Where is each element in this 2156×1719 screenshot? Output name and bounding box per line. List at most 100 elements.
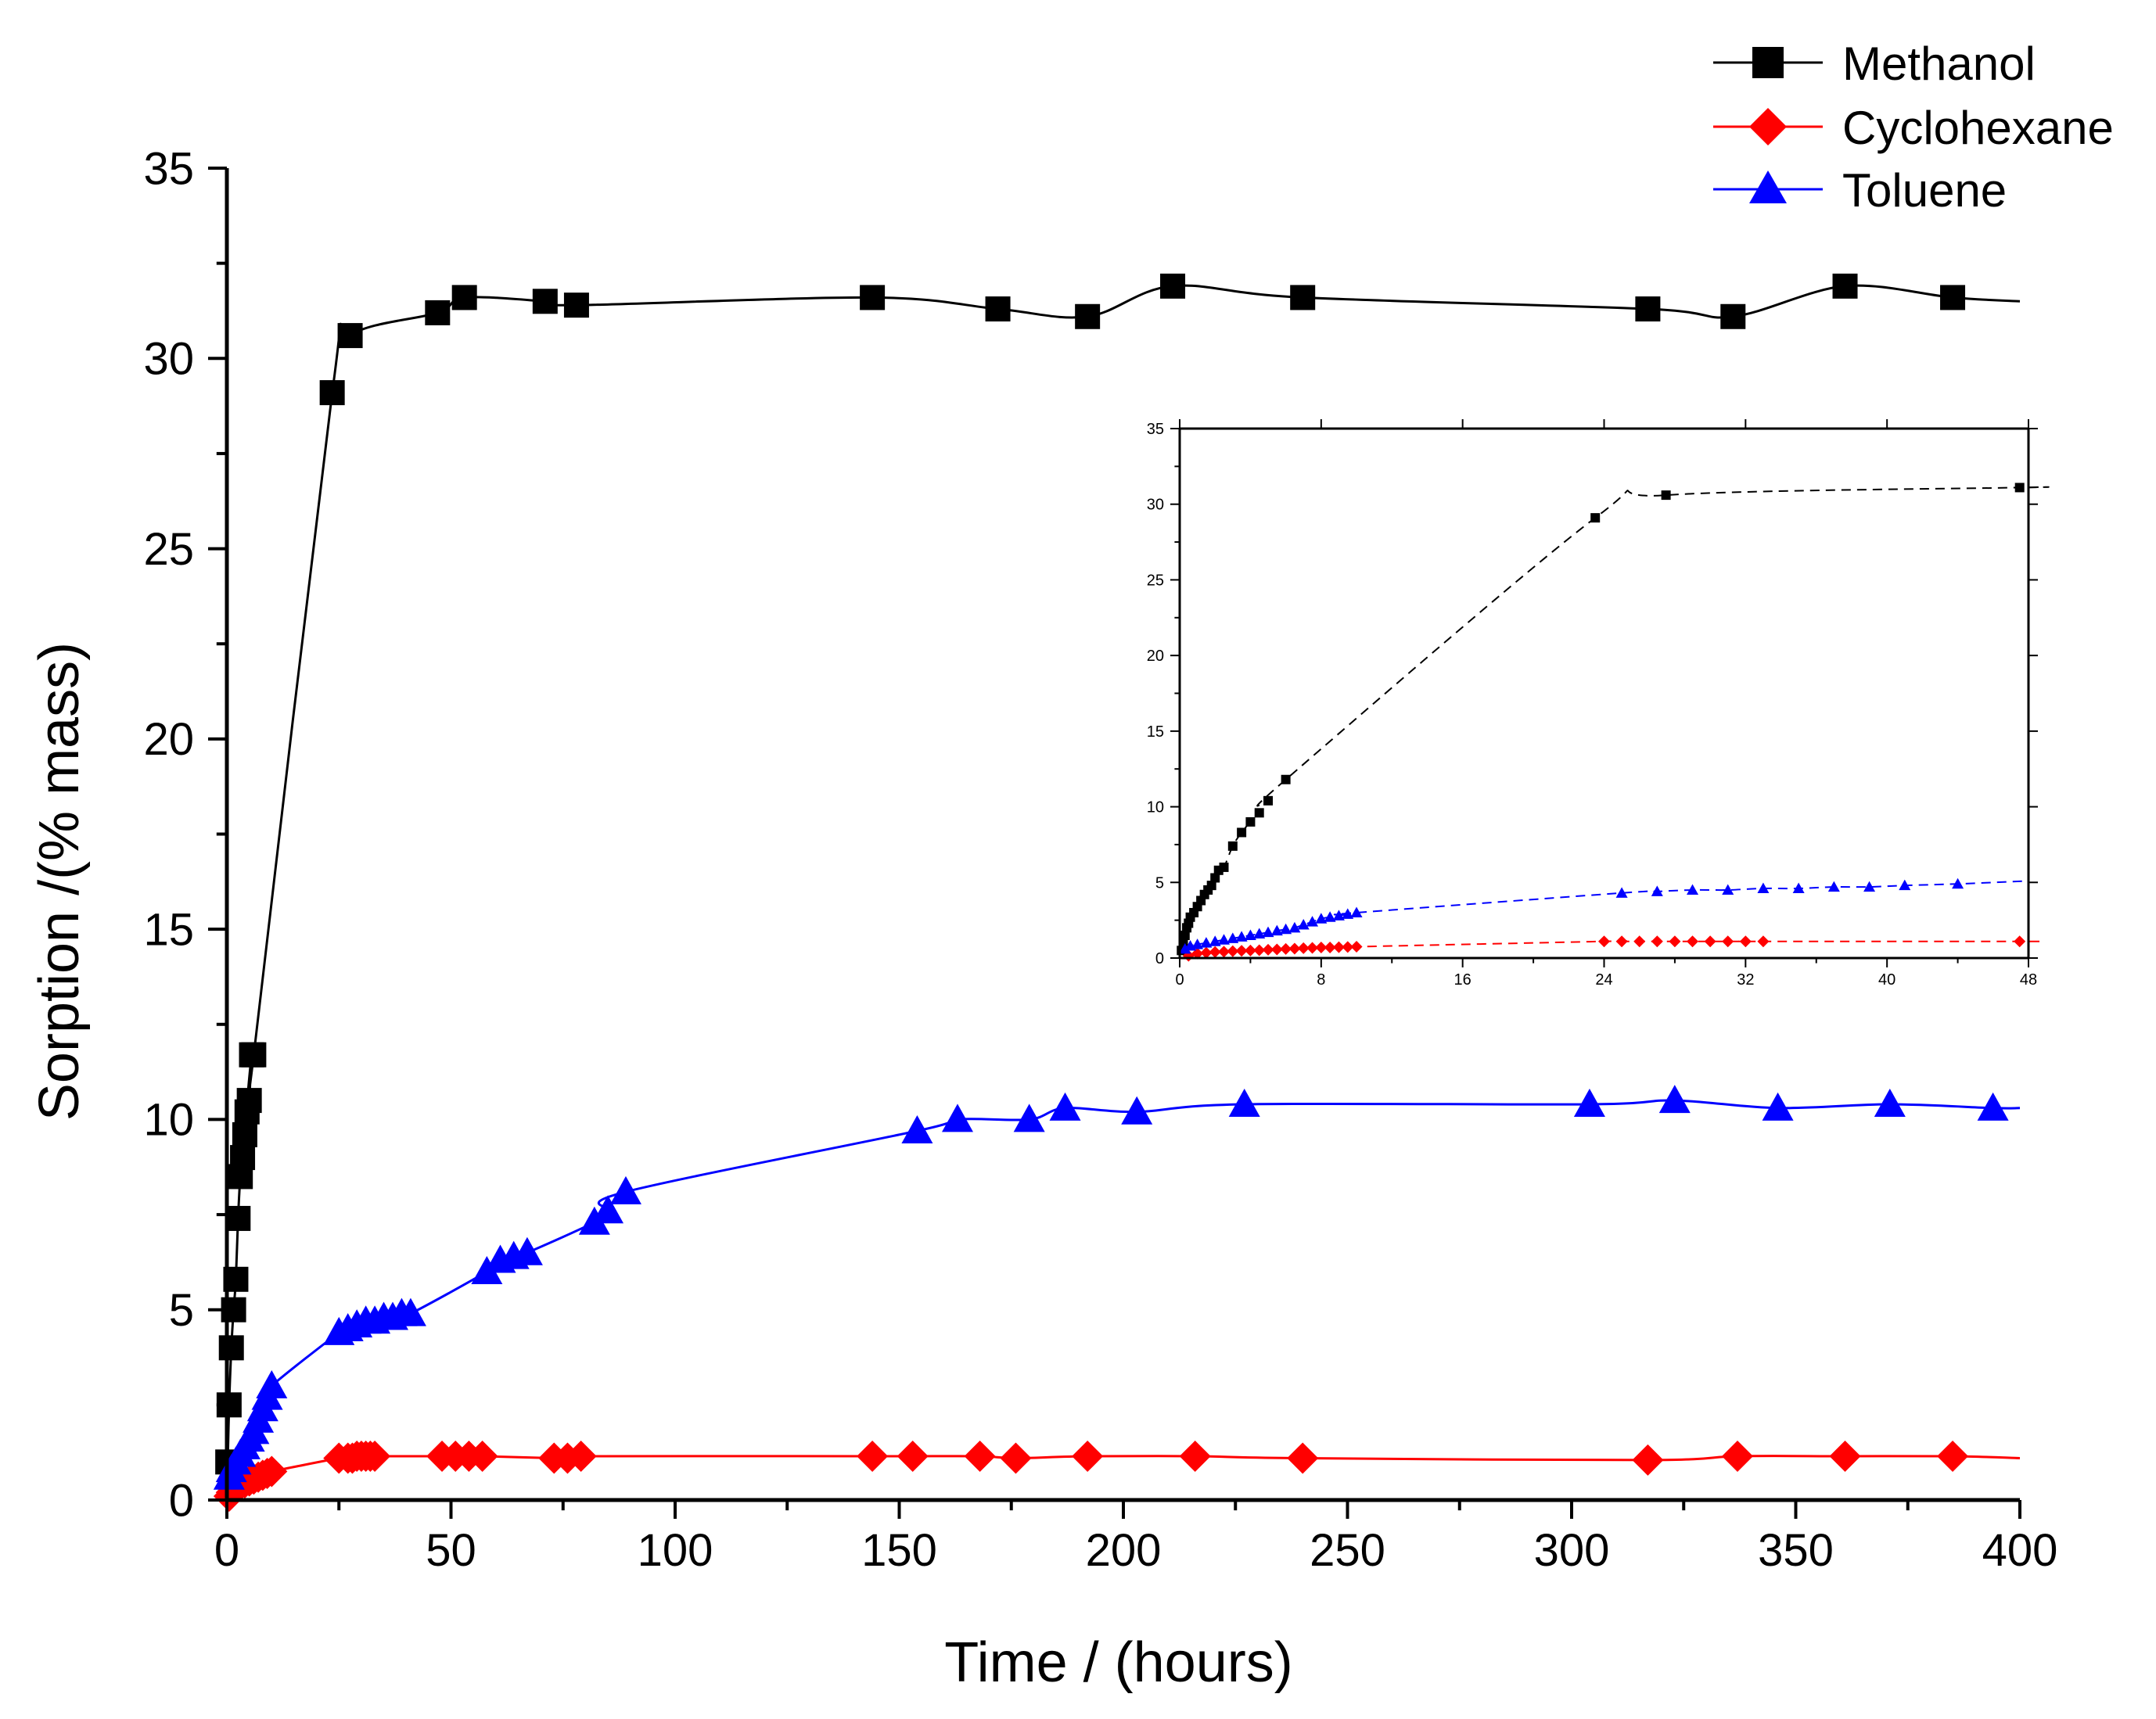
inset-marker-toluene-12 xyxy=(1280,923,1292,935)
main-x-tick-label-8: 400 xyxy=(1982,1525,2058,1576)
main-marker-methanol-25 xyxy=(1720,303,1746,329)
legend-item-cyclohexane: Cyclohexane xyxy=(1713,102,2114,154)
inset-marker-methanol-20 xyxy=(1281,774,1291,784)
main-marker-toluene-30 xyxy=(1049,1092,1081,1121)
inset-marker-toluene-3 xyxy=(1200,937,1213,948)
inset-marker-cyclohexane-24 xyxy=(1669,935,1681,948)
main-marker-toluene-32 xyxy=(1228,1088,1260,1117)
main-x-tick-label-0: 0 xyxy=(214,1525,239,1576)
inset-y-tick-label-7: 35 xyxy=(1147,421,1164,438)
main-marker-toluene-27 xyxy=(901,1115,933,1144)
main-x-tick-label-5: 250 xyxy=(1310,1525,1385,1576)
inset-marker-cyclohexane-5 xyxy=(1227,945,1239,957)
inset-x-tick-label-2: 16 xyxy=(1454,971,1471,989)
main-marker-methanol-15 xyxy=(425,300,451,325)
main-marker-methanol-14 xyxy=(337,323,363,349)
inset-marker-methanol-15 xyxy=(1227,841,1238,851)
inset-marker-cyclohexane-7 xyxy=(1244,944,1256,956)
main-marker-cyclohexane-27 xyxy=(897,1441,929,1473)
inset-x-tick-label-0: 0 xyxy=(1175,971,1184,989)
inset-marker-cyclohexane-4 xyxy=(1218,946,1231,958)
main-marker-methanol-23 xyxy=(1290,285,1316,310)
inset-marker-methanol-14 xyxy=(1219,862,1229,872)
main-marker-methanol-24 xyxy=(1635,296,1661,322)
legend: Methanol Cyclohexane Toluene xyxy=(1713,38,2114,217)
inset-marker-toluene-28 xyxy=(1863,881,1876,892)
inset-marker-toluene-0 xyxy=(1179,942,1191,954)
main-marker-cyclohexane-18 xyxy=(359,1441,391,1473)
main-marker-cyclohexane-32 xyxy=(1287,1442,1319,1474)
inset-marker-methanol-11 xyxy=(1206,881,1216,891)
main-x-tick-label-4: 200 xyxy=(1086,1525,1162,1576)
main-y-tick-label-0: 0 xyxy=(169,1475,194,1526)
main-marker-cyclohexane-10 xyxy=(256,1455,288,1488)
y-axis-title: Sorption /(% mass) xyxy=(28,642,91,1121)
main-marker-methanol-22 xyxy=(1160,273,1186,299)
main-marker-methanol-19 xyxy=(860,285,886,310)
inset-marker-toluene-20 xyxy=(1350,906,1363,917)
main-marker-toluene-25 xyxy=(592,1195,624,1224)
main-marker-toluene-37 xyxy=(1977,1092,2009,1121)
main-y-tick-label-4: 20 xyxy=(143,714,194,765)
main-marker-toluene-34 xyxy=(1658,1085,1691,1114)
inset-marker-toluene-10 xyxy=(1262,926,1274,938)
inset-marker-cyclohexane-6 xyxy=(1235,945,1248,957)
inset-marker-methanol-21 xyxy=(1590,513,1601,523)
inset-marker-toluene-7 xyxy=(1235,931,1248,942)
main-marker-cyclohexane-25 xyxy=(565,1441,597,1473)
main-y-tick-label-6: 30 xyxy=(143,334,194,385)
inset-x-tick-label-6: 48 xyxy=(2020,971,2037,989)
inset-background xyxy=(1180,429,2028,958)
main-marker-toluene-29 xyxy=(1013,1104,1045,1132)
inset-marker-cyclohexane-18 xyxy=(1342,941,1354,953)
main-marker-methanol-26 xyxy=(1832,273,1858,299)
inset-marker-toluene-24 xyxy=(1722,884,1734,895)
inset-y-tick-label-6: 30 xyxy=(1147,497,1164,514)
main-marker-methanol-2 xyxy=(218,1335,244,1361)
inset-x-tick-label-5: 40 xyxy=(1878,971,1895,989)
legend-label-methanol: Methanol xyxy=(1842,38,2036,90)
inset-marker-cyclohexane-17 xyxy=(1332,941,1345,953)
main-y-tick-label-1: 5 xyxy=(169,1285,194,1336)
inset-marker-toluene-22 xyxy=(1651,885,1663,896)
inset-marker-methanol-19 xyxy=(1263,795,1274,806)
legend-marker-methanol xyxy=(1752,47,1784,78)
main-y-tick-label-3: 15 xyxy=(143,904,194,955)
inset-marker-toluene-6 xyxy=(1227,932,1239,943)
inset-marker-cyclohexane-2 xyxy=(1200,946,1213,959)
inset-y-ticks: 0 5 10 15 20 25 30 35 xyxy=(1147,421,2038,967)
inset-marker-cyclohexane-29 xyxy=(1757,935,1770,948)
inset-marker-toluene-27 xyxy=(1827,881,1840,892)
main-y-tick-label-2: 10 xyxy=(143,1095,194,1146)
main-marker-methanol-17 xyxy=(532,289,558,314)
inset-marker-toluene-23 xyxy=(1687,884,1699,895)
inset-marker-cyclohexane-8 xyxy=(1253,944,1266,956)
main-marker-cyclohexane-29 xyxy=(1000,1442,1032,1474)
main-marker-cyclohexane-31 xyxy=(1179,1441,1211,1473)
inset-plot: 0 8 16 24 32 40 48 0 5 10 15 20 25 30 35 xyxy=(1147,419,2050,989)
legend-marker-cyclohexane xyxy=(1749,108,1787,145)
inset-marker-toluene-13 xyxy=(1288,921,1301,933)
main-marker-methanol-16 xyxy=(451,285,477,310)
main-marker-methanol-10 xyxy=(236,1088,262,1114)
main-marker-cyclohexane-33 xyxy=(1632,1444,1664,1476)
inset-marker-toluene-8 xyxy=(1244,929,1256,940)
inset-marker-cyclohexane-12 xyxy=(1288,942,1301,955)
inset-marker-cyclohexane-13 xyxy=(1297,942,1310,954)
main-marker-methanol-12 xyxy=(241,1042,267,1068)
inset-marker-methanol-18 xyxy=(1254,808,1264,818)
main-marker-cyclohexane-26 xyxy=(857,1441,889,1473)
main-x-tick-label-7: 350 xyxy=(1758,1525,1834,1576)
inset-marker-toluene-29 xyxy=(1899,879,1911,891)
main-marker-cyclohexane-35 xyxy=(1829,1441,1861,1473)
inset-marker-toluene-4 xyxy=(1209,935,1221,946)
inset-marker-toluene-15 xyxy=(1306,916,1319,927)
main-y-tick-label-7: 35 xyxy=(143,143,194,194)
inset-x-ticks: 0 8 16 24 32 40 48 xyxy=(1175,419,2037,989)
main-marker-methanol-27 xyxy=(1940,285,1966,310)
inset-marker-toluene-14 xyxy=(1297,918,1310,930)
inset-marker-toluene-5 xyxy=(1218,934,1231,945)
inset-marker-methanol-16 xyxy=(1237,827,1247,838)
inset-marker-toluene-21 xyxy=(1615,887,1628,898)
